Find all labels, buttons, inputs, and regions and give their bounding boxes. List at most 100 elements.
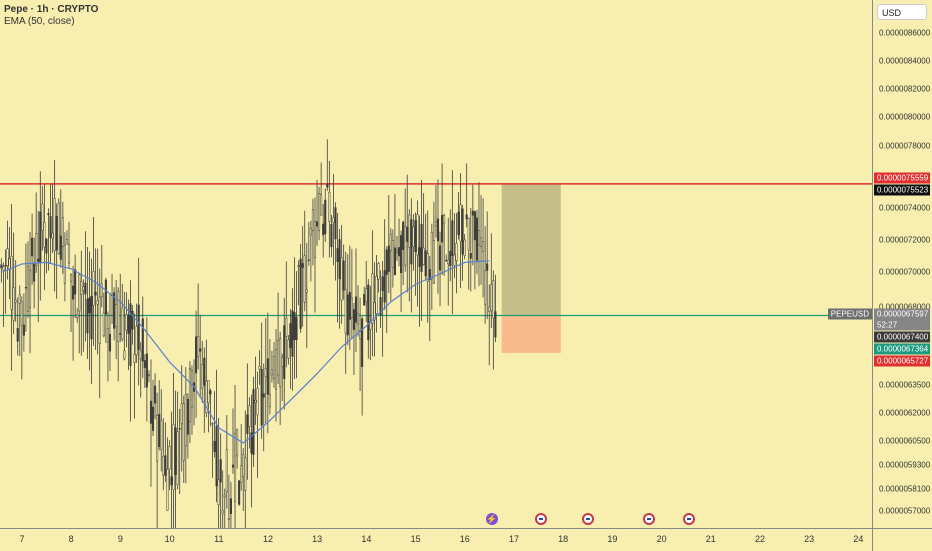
candle-body (420, 224, 423, 272)
candle-body (37, 258, 40, 262)
candle-body (490, 284, 493, 311)
candle-body (414, 220, 417, 252)
currency-selector[interactable]: USD (877, 4, 927, 20)
candle-body (80, 281, 83, 295)
candle-body (139, 350, 142, 360)
candle-body (313, 221, 317, 258)
candle-body (154, 385, 157, 404)
price-tick-label: 0.0000058100 (879, 484, 931, 494)
candle-body (395, 249, 399, 253)
candle-body (469, 253, 472, 259)
chart-legend[interactable]: Pepe · 1h · CRYPTO EMA (50, close) (4, 4, 98, 28)
candle-body (279, 338, 282, 387)
candle-body (338, 239, 341, 280)
price-tick-label: 0.0000060500 (879, 436, 931, 446)
time-tick-label: 12 (262, 534, 274, 544)
candle-body (270, 369, 273, 376)
time-tick-label: 20 (656, 534, 667, 544)
axis-corner (872, 528, 932, 551)
candle-body (26, 266, 30, 312)
candle-body (461, 208, 464, 255)
candle-body (94, 291, 97, 296)
price-tick-label: 0.0000063500 (879, 380, 931, 390)
price-tick-label: 0.0000070000 (879, 267, 931, 277)
candle-body (262, 393, 265, 398)
candle-body (359, 330, 362, 340)
us-economic-event-icon[interactable] (581, 513, 594, 525)
candle-body (53, 198, 56, 252)
candle-body (244, 457, 247, 491)
candle-body (205, 380, 208, 413)
candle-body (240, 465, 243, 483)
candle-body (315, 221, 319, 227)
candle-body (33, 262, 36, 282)
us-economic-event-icon[interactable] (535, 513, 548, 525)
candle-body (43, 221, 46, 248)
time-tick-label: 14 (361, 534, 372, 544)
candle-body (90, 295, 93, 340)
candle-body (129, 303, 132, 366)
candle-body (260, 369, 263, 426)
price-tick-label: 0.0000078000 (879, 141, 931, 151)
candle-body (367, 284, 370, 341)
us-economic-event-icon[interactable] (643, 513, 656, 525)
candle-body (246, 414, 249, 434)
candle-body (354, 296, 358, 323)
candle-body (408, 214, 411, 248)
candle-body (76, 314, 79, 319)
candle-body (219, 459, 222, 483)
candle-body (186, 398, 189, 435)
time-tick-label: 23 (804, 534, 815, 544)
price-tick-label: 0.0000074000 (879, 203, 931, 213)
candle-body (441, 215, 444, 243)
candle-body (160, 420, 163, 450)
candle-body (348, 291, 351, 320)
candle-body (361, 318, 364, 367)
candle-body (2, 266, 5, 271)
crypto-event-icon[interactable]: ⚡ (485, 513, 498, 525)
candle-body (447, 259, 450, 265)
indicator-label[interactable]: EMA (50, close) (4, 16, 75, 27)
candle-body (6, 248, 9, 266)
time-axis[interactable]: 7 8 9 10 11 12 13 14 15 16 17 18 19 20 21 22 23 24 (0, 528, 872, 551)
candle-body (334, 207, 337, 240)
candle-body (149, 400, 153, 424)
candle-body (268, 394, 271, 408)
candle-body (457, 211, 460, 236)
candle-body (92, 271, 95, 306)
price-chart[interactable] (0, 0, 872, 528)
candle-body (47, 213, 50, 216)
price-axis[interactable]: USD 0.0000086000 0.0000084000 0.0000082000… (872, 0, 932, 528)
candle-body (340, 257, 343, 301)
candle-body (28, 269, 32, 309)
us-economic-event-icon[interactable] (682, 513, 695, 525)
candle-body (320, 194, 323, 216)
candle-body (285, 317, 288, 337)
time-tick-label: 18 (558, 534, 569, 544)
candle-body (141, 318, 144, 362)
candle-body (207, 380, 210, 404)
candle-body (74, 269, 77, 295)
symbol-price-tag: PEPEUSD (827, 308, 872, 320)
candle-body (61, 217, 64, 247)
candle-body (373, 302, 376, 321)
candle-body (356, 313, 360, 325)
price-tick-label: 0.0000086000 (879, 28, 931, 38)
candle-body (108, 333, 112, 352)
candle-body (158, 414, 161, 447)
candle-body (63, 244, 66, 284)
candle-body (248, 405, 251, 427)
candle-body (135, 326, 138, 356)
candle-body (127, 314, 130, 334)
candle-body (272, 356, 276, 380)
candle-body (45, 238, 48, 254)
time-tick-label: 17 (508, 534, 520, 544)
candle-body (445, 260, 448, 262)
candle-body (213, 440, 216, 452)
candle-body (371, 273, 374, 324)
time-tick-label: 13 (312, 534, 323, 544)
candle-body (426, 253, 429, 282)
candle-body (195, 336, 198, 374)
candle-body (8, 258, 11, 270)
